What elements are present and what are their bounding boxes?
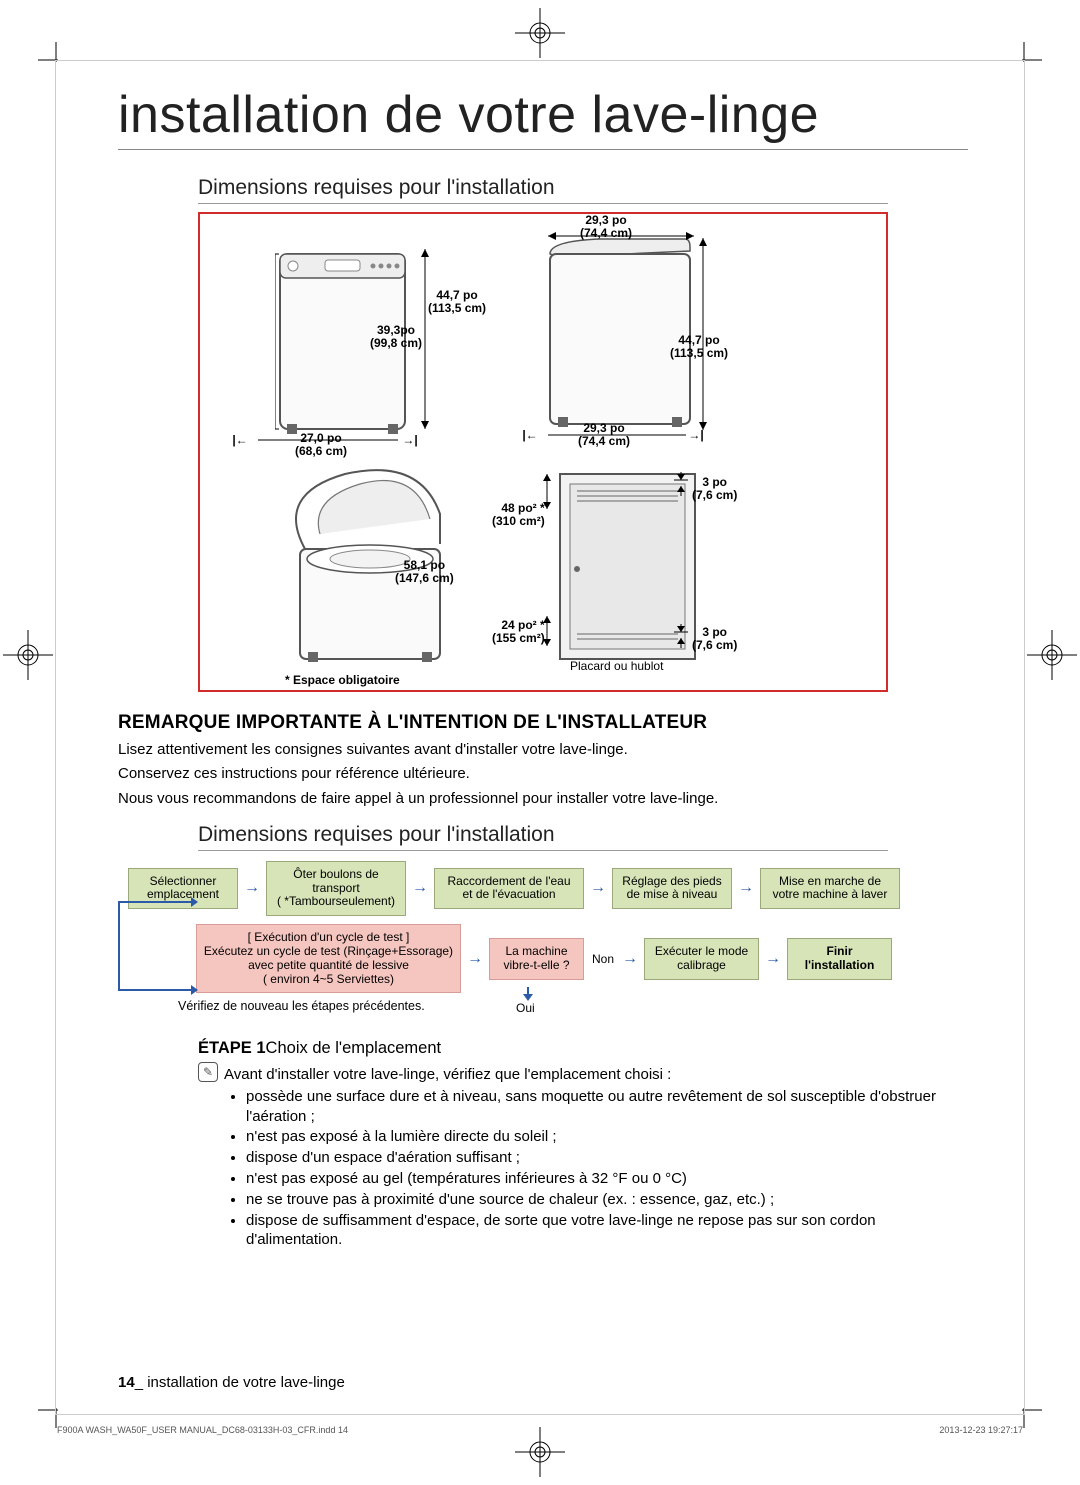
oui-arrow <box>522 987 534 1001</box>
reg-mark-bottom <box>505 1427 575 1482</box>
arrow-icon: → <box>622 950 638 968</box>
loop-arrow <box>118 901 196 991</box>
remark-line: Nous vous recommandons de faire appel à … <box>118 789 968 809</box>
reg-mark-top <box>505 8 575 63</box>
dimension-diagram: |← →| 27,0 po(68,6 cm) 44,7 po(113,5 cm)… <box>198 212 888 692</box>
flow-calibrage: Exécuter le modecalibrage <box>644 938 759 980</box>
bullet-list: possède une surface dure et à niveau, sa… <box>246 1087 968 1250</box>
arrow-icon: → <box>765 950 781 968</box>
crop-tr <box>1022 42 1042 67</box>
note-icon: ✎ <box>198 1062 218 1082</box>
subheading-dimensions-2: Dimensions requises pour l'installation <box>198 823 888 851</box>
flow-step: Ôter boulons detransport( *Tambourseulem… <box>266 861 406 916</box>
flow-row-1: Sélectionneremplacement → Ôter boulons d… <box>128 861 968 916</box>
flow-vibrate: La machinevibre-t-elle ? <box>489 938 584 980</box>
closet-label: Placard ou hublot <box>570 660 663 673</box>
page-footer: 14_ installation de votre lave-linge <box>118 1374 345 1391</box>
flow-verify: Vérifiez de nouveau les étapes précédent… <box>178 999 968 1013</box>
dim-27-0: 27,0 po(68,6 cm) <box>295 432 347 458</box>
etape-label: ÉTAPE 1 <box>198 1039 266 1057</box>
flow-step: Réglage des piedsde mise à niveau <box>612 868 732 910</box>
remark-heading: REMARQUE IMPORTANTE À L'INTENTION DE L'I… <box>118 712 968 734</box>
bullet-item: ne se trouve pas à proximité d'une sourc… <box>246 1190 968 1210</box>
arrow-icon: → <box>467 950 483 968</box>
footer-text: _ installation de votre lave-linge <box>135 1374 345 1391</box>
etape-intro: Avant d'installer votre lave-linge, véri… <box>224 1066 671 1083</box>
bullet-item: dispose de suffisamment d'espace, de sor… <box>246 1211 968 1251</box>
subheading-dimensions-1: Dimensions requises pour l'installation <box>198 176 888 204</box>
crop-br <box>1022 1408 1042 1433</box>
file-stamp: 2013-12-23 19:27:17 <box>939 1425 1023 1435</box>
dim-24sq: 24 po² *(155 cm²) <box>492 619 545 645</box>
dim-58-1: 58,1 po(147,6 cm) <box>395 559 454 585</box>
flow-test-box: [ Exécution d'un cycle de test ]Exécutez… <box>196 924 461 993</box>
flow-row-2: [ Exécution d'un cycle de test ]Exécutez… <box>196 924 968 993</box>
reg-mark-left <box>3 620 53 695</box>
file-info: F900A WASH_WA50F_USER MANUAL_DC68-03133H… <box>55 1425 1025 1435</box>
arrow-icon: → <box>738 879 754 897</box>
etape-title: Choix de l'emplacement <box>266 1039 442 1057</box>
flow-step: Mise en marche devotre machine à laver <box>760 868 900 910</box>
flow-non: Non <box>592 952 614 966</box>
arrow-icon: → <box>244 879 260 897</box>
remark-line: Conservez ces instructions pour référenc… <box>118 764 968 784</box>
etape-heading: ÉTAPE 1Choix de l'emplacement <box>198 1039 968 1058</box>
bullet-item: n'est pas exposé au gel (températures in… <box>246 1169 968 1189</box>
dim-44-7-l: 44,7 po(113,5 cm) <box>428 289 486 315</box>
file-name: F900A WASH_WA50F_USER MANUAL_DC68-03133H… <box>57 1425 348 1435</box>
main-title: installation de votre lave-linge <box>118 85 968 150</box>
arrow-icon: → <box>412 879 428 897</box>
reg-mark-right <box>1027 620 1077 695</box>
bullet-item: possède une surface dure et à niveau, sa… <box>246 1087 968 1127</box>
flow-finish: Finirl'installation <box>787 938 892 980</box>
dim-48sq: 48 po² *(310 cm²) <box>492 502 545 528</box>
page-number: 14 <box>118 1374 135 1391</box>
arrow-29-3-top <box>548 232 694 240</box>
dim-3-bot: 3 po(7,6 cm) <box>692 626 737 652</box>
remark-line: Lisez attentivement les consignes suivan… <box>118 740 968 760</box>
dim-44-7-r: 44,7 po(113,5 cm) <box>670 334 728 360</box>
flowchart: Sélectionneremplacement → Ôter boulons d… <box>118 861 968 1021</box>
dim-39-3: 39,3po(99,8 cm) <box>370 324 422 350</box>
flow-step: Raccordement de l'eauet de l'évacuation <box>434 868 584 910</box>
flow-oui: Oui <box>516 1001 535 1015</box>
content: installation de votre lave-linge Dimensi… <box>118 85 968 1251</box>
arrow-icon: → <box>590 879 606 897</box>
bullet-item: dispose d'un espace d'aération suffisant… <box>246 1148 968 1168</box>
diagram-footnote: * Espace obligatoire <box>285 674 400 687</box>
bullet-item: n'est pas exposé à la lumière directe du… <box>246 1127 968 1147</box>
page: installation de votre lave-linge Dimensi… <box>0 0 1080 1485</box>
dim-3-top: 3 po(7,6 cm) <box>692 476 737 502</box>
